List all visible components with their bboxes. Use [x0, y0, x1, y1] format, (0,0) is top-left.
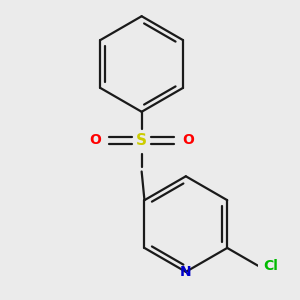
- Text: Cl: Cl: [263, 259, 278, 273]
- Text: N: N: [180, 265, 192, 279]
- Text: O: O: [182, 134, 194, 147]
- Text: S: S: [136, 133, 147, 148]
- Text: O: O: [89, 134, 101, 147]
